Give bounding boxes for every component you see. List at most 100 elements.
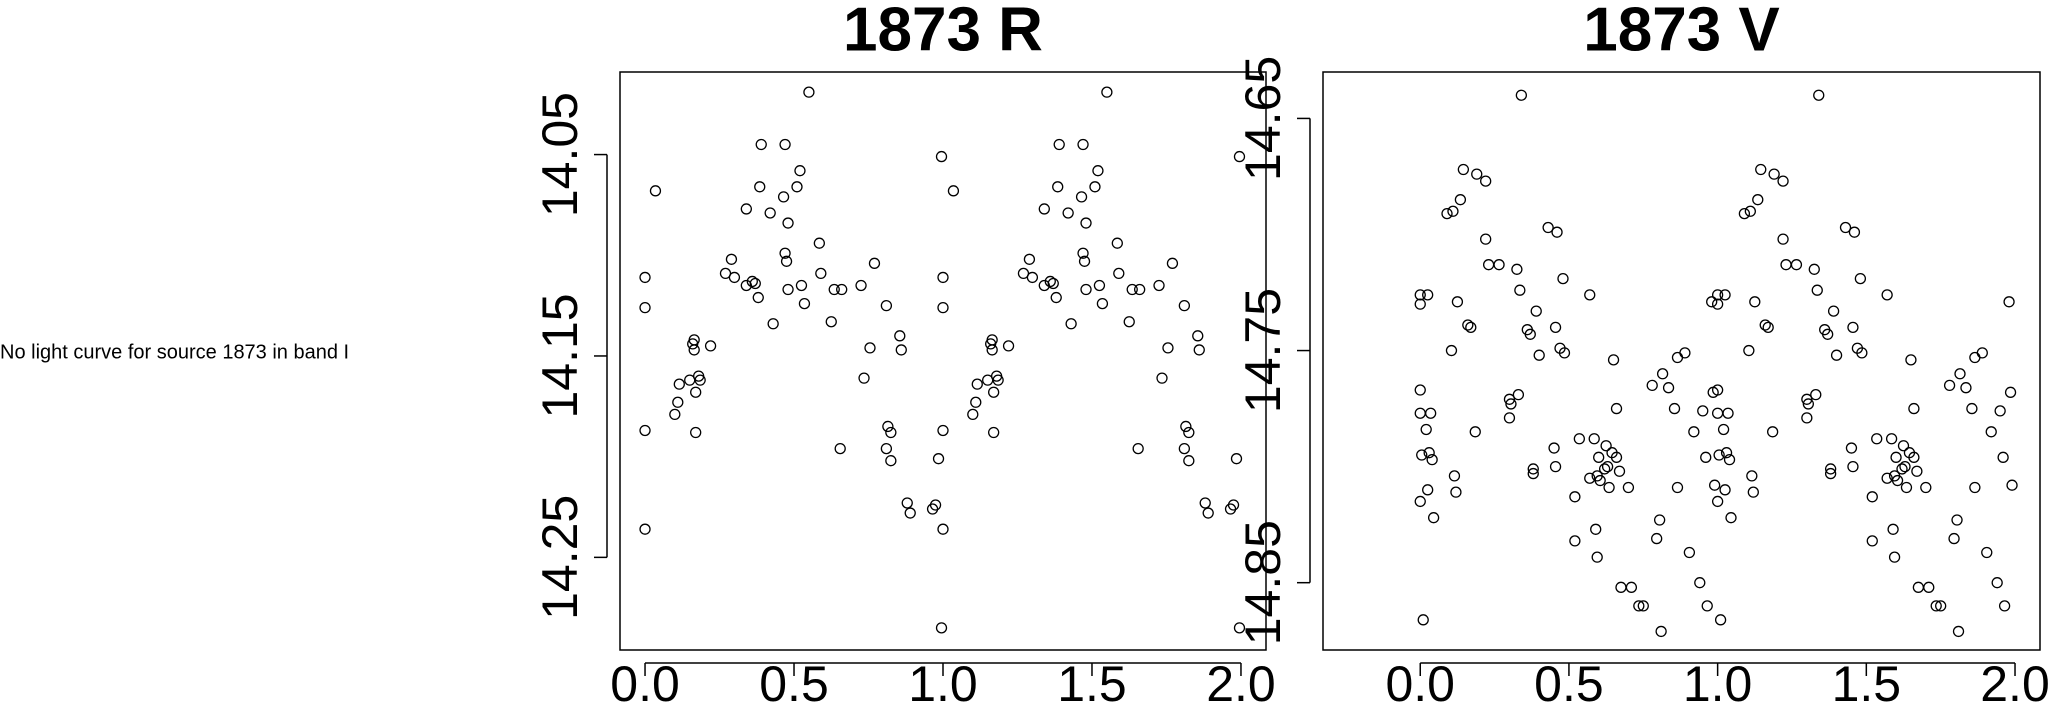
point [1930, 600, 1942, 612]
point [1711, 289, 1724, 301]
point [1777, 233, 1789, 245]
point [1233, 150, 1246, 163]
point [639, 271, 651, 284]
point [1542, 221, 1554, 234]
point [1908, 402, 1920, 415]
point [1549, 460, 1562, 473]
point [794, 165, 806, 177]
point [1183, 426, 1195, 439]
point [1706, 296, 1718, 308]
point [1969, 351, 1981, 364]
point [1180, 420, 1192, 433]
point [1420, 423, 1432, 436]
point [1023, 253, 1036, 265]
point [1935, 600, 1947, 612]
y-tick-label: 14.75 [1235, 288, 1291, 413]
point [1866, 491, 1878, 503]
point [1952, 625, 1965, 638]
point [1590, 523, 1602, 535]
point [1749, 296, 1761, 308]
x-tick-label: 0.5 [759, 656, 829, 708]
point [1801, 412, 1813, 424]
point [1801, 393, 1813, 405]
point [673, 378, 685, 390]
point [1610, 451, 1623, 463]
point [1625, 581, 1638, 593]
point [1078, 255, 1091, 267]
y-tick-label: 14.85 [1235, 520, 1291, 645]
point [1991, 577, 2003, 589]
point [1593, 451, 1605, 463]
point [885, 426, 897, 439]
point [885, 455, 897, 467]
point [813, 237, 825, 249]
point [1505, 398, 1517, 410]
point [1132, 442, 1144, 455]
point [1077, 138, 1089, 151]
point [1697, 405, 1709, 417]
point [1752, 194, 1764, 206]
point [1469, 426, 1481, 438]
point [1527, 467, 1539, 480]
x-tick-label: 0.0 [1385, 656, 1455, 708]
point [1414, 495, 1426, 508]
point [1897, 440, 1910, 452]
point [1827, 305, 1840, 317]
point [1854, 272, 1867, 285]
point [764, 207, 776, 219]
point [690, 426, 702, 439]
point [690, 386, 702, 398]
point [1896, 463, 1908, 475]
point [1747, 486, 1759, 498]
point [1923, 581, 1935, 593]
point [1514, 284, 1526, 296]
point [1688, 426, 1700, 438]
x-tick-label: 1.5 [1057, 656, 1127, 708]
point [1981, 546, 1993, 559]
point [1594, 474, 1606, 487]
y-tick-label: 14.65 [1235, 56, 1291, 181]
point [1462, 319, 1474, 331]
point [639, 301, 651, 314]
x-tick-label: 0.5 [1534, 656, 1604, 708]
point [864, 342, 876, 354]
point [901, 497, 913, 509]
point [1890, 451, 1902, 463]
point [1178, 442, 1191, 455]
point [1503, 412, 1516, 424]
point [780, 255, 793, 267]
point [1951, 514, 1963, 526]
point [1515, 89, 1528, 101]
point [932, 453, 945, 465]
point [688, 334, 700, 346]
point [1646, 379, 1658, 392]
point [1768, 168, 1780, 180]
point [672, 396, 684, 408]
point [1533, 349, 1545, 361]
point [1655, 625, 1667, 638]
point [1417, 614, 1429, 626]
point [1047, 277, 1059, 290]
point [1199, 497, 1211, 509]
point [1551, 226, 1563, 238]
point [755, 138, 767, 151]
point [1101, 86, 1113, 98]
point [1810, 389, 1822, 401]
point [1900, 481, 1913, 494]
point [1178, 299, 1191, 312]
point [1113, 267, 1125, 280]
point [1866, 535, 1878, 547]
point [1633, 600, 1645, 612]
point [1493, 259, 1505, 271]
point [1052, 181, 1064, 193]
point [1662, 382, 1675, 394]
point [728, 271, 741, 284]
point [1847, 321, 1859, 333]
point [882, 420, 894, 433]
y-tick-label: 14.25 [532, 495, 588, 620]
point [1905, 354, 1917, 366]
point [1166, 257, 1179, 269]
point [1044, 275, 1056, 288]
point [1558, 347, 1571, 359]
point [1569, 535, 1581, 547]
